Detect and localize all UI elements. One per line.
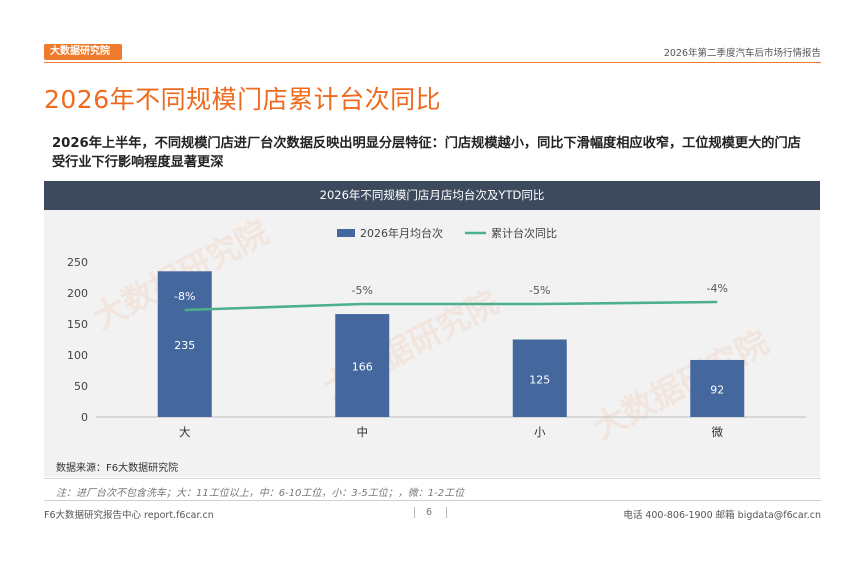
y-tick-label: 50 [74, 380, 88, 393]
page-title: 2026年不同规模门店累计台次同比 [44, 85, 442, 114]
bar-value-label: 235 [174, 339, 195, 352]
chart-svg: 0 50 100 150 200 250 大 中 小 微 235 166 125 92 -8% -5% -5% -… [67, 226, 806, 439]
page-number: 6 [426, 507, 433, 518]
brand-logo: 大数据研究院 [44, 44, 122, 60]
bar [335, 314, 390, 417]
y-tick-label: 150 [67, 318, 88, 331]
y-tick-label: 0 [81, 411, 88, 424]
x-tick-label: 大 [179, 425, 191, 439]
footer-right: 电话 400-806-1900 邮箱 bigdata@f6car.cn [623, 510, 821, 521]
bar [512, 339, 567, 417]
y-tick-label: 100 [67, 349, 88, 362]
note-divider [44, 478, 821, 479]
yoy-line [184, 300, 718, 312]
line-value-label: -5% [529, 284, 550, 297]
legend-swatch-bar [337, 229, 355, 237]
report-name: 2026年第二季度汽车后市场行情报告 [663, 48, 821, 59]
bar-value-label: 166 [352, 361, 373, 374]
chart-panel: 大数据研究院 大数据研究院 大数据研究院 050100150200250大中小微… [44, 210, 820, 477]
footer-left[interactable]: F6大数据研究报告中心 report.f6car.cn [44, 510, 214, 521]
summary-text: 2026年上半年，不同规模门店进厂台次数据反映出明显分层特征：门店规模越小，同比… [52, 136, 801, 170]
legend-label: 累计台次同比 [491, 226, 557, 240]
footer-separator [414, 507, 415, 518]
line-value-label: -8% [174, 290, 195, 303]
x-tick-label: 中 [357, 425, 369, 439]
y-tick-label: 200 [67, 287, 88, 300]
x-tick-label: 小 [534, 425, 546, 439]
footer-separator [446, 507, 447, 518]
y-tick-label: 250 [67, 256, 88, 269]
line-value-label: -5% [352, 284, 373, 297]
footnote: 注：进厂台次不包含洗车；大：11工位以上，中：6-10工位，小：3-5工位；，微… [56, 488, 465, 499]
line-value-label: -4% [707, 282, 728, 295]
bar [157, 271, 212, 417]
bar-value-label: 92 [710, 383, 724, 396]
footer-divider [44, 500, 821, 501]
bar-value-label: 125 [529, 373, 550, 386]
legend-label: 2026年月均台次 [360, 226, 443, 240]
chart-title: 2026年不同规模门店月店均台次及YTD同比 [44, 181, 820, 210]
x-tick-label: 微 [712, 425, 724, 439]
bar [690, 359, 745, 417]
data-source: 数据来源：F6大数据研究院 [56, 463, 179, 474]
header-divider [44, 62, 821, 63]
